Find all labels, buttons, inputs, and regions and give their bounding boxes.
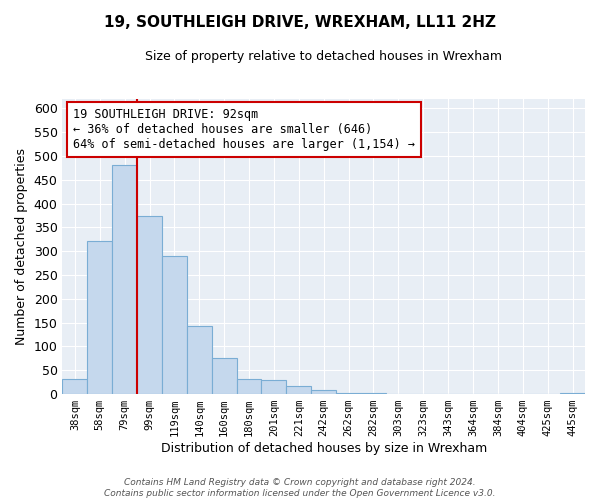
Bar xyxy=(212,358,236,394)
Bar xyxy=(361,393,386,394)
Bar xyxy=(187,326,212,394)
Bar xyxy=(336,392,361,394)
Bar xyxy=(88,241,112,394)
Text: 19, SOUTHLEIGH DRIVE, WREXHAM, LL11 2HZ: 19, SOUTHLEIGH DRIVE, WREXHAM, LL11 2HZ xyxy=(104,15,496,30)
Bar xyxy=(236,380,262,394)
X-axis label: Distribution of detached houses by size in Wrexham: Distribution of detached houses by size … xyxy=(161,442,487,455)
Bar xyxy=(62,379,88,394)
Bar xyxy=(137,216,162,394)
Bar xyxy=(262,380,286,394)
Bar xyxy=(162,256,187,394)
Bar xyxy=(311,390,336,394)
Text: 19 SOUTHLEIGH DRIVE: 92sqm
← 36% of detached houses are smaller (646)
64% of sem: 19 SOUTHLEIGH DRIVE: 92sqm ← 36% of deta… xyxy=(73,108,415,150)
Bar xyxy=(286,386,311,394)
Y-axis label: Number of detached properties: Number of detached properties xyxy=(15,148,28,345)
Text: Contains HM Land Registry data © Crown copyright and database right 2024.
Contai: Contains HM Land Registry data © Crown c… xyxy=(104,478,496,498)
Bar xyxy=(112,164,137,394)
Bar xyxy=(560,393,585,394)
Title: Size of property relative to detached houses in Wrexham: Size of property relative to detached ho… xyxy=(145,50,502,63)
